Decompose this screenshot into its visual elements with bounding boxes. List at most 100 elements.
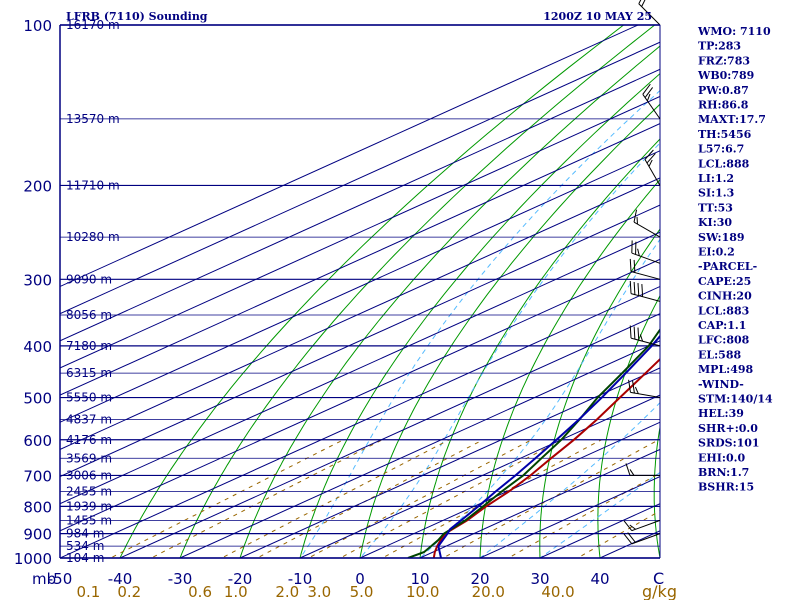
height-label: 4176 m bbox=[66, 433, 112, 447]
sounding-profiles bbox=[407, 327, 660, 558]
wind-barb bbox=[638, 0, 661, 26]
barb-shaft bbox=[642, 93, 661, 120]
isotherm bbox=[60, 95, 660, 369]
mixing-ratio-tick-label: 20.0 bbox=[472, 583, 505, 600]
index-item: MPL:498 bbox=[698, 363, 754, 376]
pressure-tick-label: 700 bbox=[23, 467, 52, 485]
wind-barb bbox=[628, 379, 661, 399]
barb-shaft bbox=[638, 3, 661, 26]
index-item: SRDS:101 bbox=[698, 437, 760, 450]
dry-adiabat bbox=[479, 178, 660, 558]
temperature-profile bbox=[432, 357, 660, 558]
barb-feather bbox=[623, 520, 633, 531]
dry-adiabat bbox=[539, 228, 660, 558]
barb-feather bbox=[639, 334, 644, 342]
mixing-ratio-line bbox=[256, 439, 484, 558]
height-label: 3006 m bbox=[66, 468, 112, 482]
wind-barb bbox=[629, 325, 661, 347]
wind-barb bbox=[631, 240, 661, 264]
isotherm bbox=[239, 367, 660, 558]
pressure-tick-label: 900 bbox=[23, 526, 52, 544]
barb-feather bbox=[634, 386, 639, 394]
dry-adiabat bbox=[119, 25, 624, 558]
dewpoint-profile bbox=[407, 327, 660, 558]
isotherm bbox=[119, 313, 660, 558]
index-item: WMO: 7110 bbox=[697, 25, 771, 38]
index-item: SI:1.3 bbox=[698, 187, 734, 200]
pressure-tick-label: 400 bbox=[23, 338, 52, 356]
index-item: LCL:883 bbox=[698, 304, 749, 317]
barb-feather bbox=[625, 463, 631, 476]
height-label: 11710 m bbox=[66, 178, 120, 192]
temperature-tick-label: -30 bbox=[168, 570, 193, 588]
chart-title: LFRB (7110) Sounding bbox=[66, 10, 208, 23]
mixing-ratio-tick-label: 10.0 bbox=[406, 583, 439, 600]
mixing-ratio-line bbox=[307, 439, 532, 558]
barb-feather bbox=[641, 0, 646, 7]
height-label: 1455 m bbox=[66, 513, 112, 527]
barb-shaft bbox=[633, 221, 661, 238]
isotherm bbox=[60, 68, 660, 342]
pressure-tick-label: 800 bbox=[23, 498, 52, 516]
barb-feather bbox=[633, 326, 636, 340]
index-item: TH:5456 bbox=[698, 128, 752, 141]
barb-feather bbox=[632, 380, 635, 394]
index-item: LFC:808 bbox=[698, 334, 750, 347]
index-item: -WIND- bbox=[698, 378, 744, 391]
mixing-ratio-tick-label: 0.2 bbox=[117, 583, 141, 600]
barb-feather bbox=[633, 259, 636, 273]
barb-feather bbox=[642, 83, 651, 95]
barb-feather bbox=[637, 248, 640, 256]
isotherm bbox=[419, 448, 660, 558]
index-item: CAP:1.1 bbox=[698, 319, 746, 332]
temperature-tick-label: -10 bbox=[288, 570, 313, 588]
pressure-axis: 100 200 300 400 500 600 700 800 900 1000 bbox=[14, 17, 52, 568]
isotherm bbox=[359, 421, 660, 558]
pressure-tick-label: 100 bbox=[23, 17, 52, 35]
barb-feather bbox=[644, 87, 654, 98]
mixing-ratio-tick-label: 5.0 bbox=[350, 583, 374, 600]
height-label: 4837 m bbox=[66, 413, 112, 427]
barb-feather bbox=[637, 283, 640, 296]
mixing-ratio-tick-label: 3.0 bbox=[307, 583, 331, 600]
barb-feather bbox=[648, 159, 653, 167]
index-item: KI:30 bbox=[698, 216, 732, 229]
pressure-tick-label: 1000 bbox=[14, 550, 52, 568]
pressure-unit-label: mb bbox=[32, 570, 56, 588]
mixing-ratio-axis: 0.1 0.2 0.6 1.0 2.0 3.0 5.0 10.0 20.0 40.0 bbox=[76, 583, 574, 600]
index-item: BSHR:15 bbox=[698, 481, 754, 494]
mixing-ratio-tick-label: 0.6 bbox=[188, 583, 212, 600]
height-label: 3569 m bbox=[66, 451, 112, 465]
barb-feather bbox=[633, 209, 638, 223]
index-item: CINH:20 bbox=[698, 290, 752, 303]
index-item: SHR+:0.0 bbox=[698, 422, 758, 435]
pressure-tick-label: 600 bbox=[23, 432, 52, 450]
wind-barbs bbox=[623, 0, 661, 558]
isotherm bbox=[60, 204, 660, 478]
moist-adiabat bbox=[479, 401, 660, 558]
isotherm bbox=[60, 285, 660, 558]
isotherm bbox=[60, 41, 660, 315]
index-item: EHI:0.0 bbox=[698, 451, 745, 464]
mixing-ratio-line bbox=[150, 439, 383, 558]
barb-feather bbox=[629, 325, 632, 339]
mixing-ratio-line bbox=[339, 439, 562, 558]
mixing-ratio-line bbox=[381, 439, 602, 558]
isotherm bbox=[179, 340, 660, 558]
barb-feather bbox=[629, 469, 635, 476]
barb-shaft bbox=[630, 337, 661, 347]
barb-feather bbox=[627, 532, 636, 543]
isotherm bbox=[299, 394, 660, 558]
temperature-tick-label: 40 bbox=[590, 570, 609, 588]
barb-feather bbox=[629, 524, 636, 530]
barb-feather bbox=[637, 327, 640, 341]
barb-feather bbox=[644, 149, 654, 160]
height-label: 13570 m bbox=[66, 112, 120, 126]
barb-shaft bbox=[630, 391, 661, 399]
dry-adiabat bbox=[419, 138, 660, 558]
barb-feather bbox=[646, 93, 651, 102]
temperature-tick-label: -20 bbox=[228, 570, 253, 588]
height-label: 984 m bbox=[66, 527, 104, 541]
